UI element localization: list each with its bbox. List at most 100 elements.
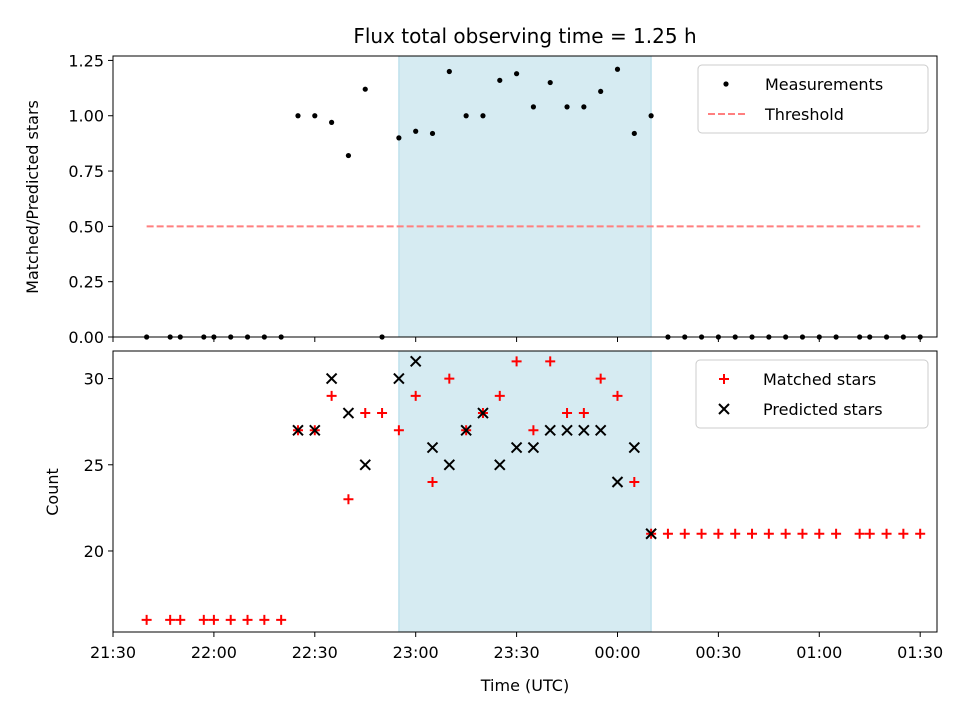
x-axis-label: Time (UTC) [480,676,569,695]
y-tick-label: 25 [84,456,104,475]
matched-star-point [854,528,865,539]
measurement-point [396,135,402,141]
predicted-star-point [393,372,405,385]
measurement-point [497,77,503,83]
matched-star-point [545,356,556,367]
predicted-star-point [561,424,573,437]
bottom-panel: 20 25 30 21:30 22:00 22:30 23:00 23:30 00:00 00:3… [84,350,943,662]
predicted-star-point [544,424,556,437]
y-tick-label: 0.25 [68,273,104,292]
matched-star-point [562,408,573,419]
matched-star-point [427,477,438,488]
predicted-star-point [409,355,422,368]
matched-star-point [360,408,371,419]
legend-label: Matched stars [763,370,876,389]
observing-window-shade [398,351,652,632]
matched-star-point [730,528,741,539]
matched-star-point [410,390,421,401]
matched-star-point [797,528,808,539]
matched-star-point [595,373,606,384]
predicted-star-point [460,424,472,437]
matched-star-point [831,528,842,539]
top-panel: 0.00 0.25 0.50 0.75 1.00 1.25 Measurements Thre… [68,51,938,347]
predicted-star-point [309,424,321,437]
matched-star-point [612,390,623,401]
matched-star-point [915,528,926,539]
matched-star-point [259,614,270,625]
predicted-star-point [628,441,641,454]
legend-marker-predicted [718,403,730,415]
predicted-star-point [510,441,523,454]
matched-star-point [898,528,909,539]
matched-star-point [208,614,219,625]
matched-star-point [763,528,774,539]
chart-title: Flux total observing time = 1.25 h [353,24,696,48]
y-tick-label: 30 [84,370,104,389]
legend-label: Predicted stars [763,400,883,419]
x-tick-label: 22:00 [191,643,237,662]
x-tick-label: 21:30 [90,643,136,662]
measurement-point [480,113,486,119]
x-tick-label: 01:30 [897,643,943,662]
matched-star-point [511,356,522,367]
x-tick-label: 00:30 [695,643,741,662]
matched-star-point [444,373,455,384]
matched-star-point [881,528,892,539]
matched-star-point [814,528,825,539]
measurement-point [295,113,301,119]
matched-star-point [713,528,724,539]
measurement-point [329,119,335,125]
matched-star-point [326,390,337,401]
predicted-star-point [494,459,506,471]
measurement-point [547,79,553,86]
predicted-star-point [645,528,657,540]
matched-star-point [662,528,673,539]
matched-star-point [578,408,589,419]
measurement-point [429,130,436,137]
legend-box [697,64,929,134]
predicted-star-point [342,407,355,419]
matched-star-point [175,614,186,625]
matched-star-point [377,408,388,419]
matched-star-point [141,614,152,625]
measurement-point [413,128,419,134]
measurement-point [513,71,520,77]
matched-star-point [747,528,758,539]
x-tick-label: 23:30 [494,643,540,662]
bottom-y-axis-label: Count [43,468,62,516]
measurement-point [345,152,352,159]
measurement-point [648,113,654,119]
matched-star-point [696,528,707,539]
measurement-point [446,68,452,75]
predicted-star-point [594,424,607,437]
legend-label: Measurements [765,75,883,94]
measurement-point [598,88,604,95]
measurement-point [530,104,537,110]
x-tick-label: 00:00 [594,643,640,662]
matched-star-point [393,425,404,436]
matched-star-point [198,614,209,625]
legend-label: Threshold [764,105,844,124]
y-tick-label: 20 [84,542,104,561]
predicted-star-point [477,407,489,419]
measurement-point [312,113,318,119]
predicted-star-point [443,459,456,471]
y-tick-label: 0.75 [68,162,104,181]
predicted-star-point [359,459,371,471]
predicted-star-point [527,441,540,454]
predicted-star-point [611,476,624,488]
measurement-point [463,113,469,119]
axes-frame [112,350,938,633]
y-tick-label: 1.25 [68,51,104,70]
matched-star-point [242,614,253,625]
measurement-point [581,104,587,110]
legend-marker-matched [719,374,729,384]
legend-box [695,359,929,429]
measurement-point [362,86,368,92]
y-tick-label: 0.00 [68,328,104,347]
observing-window-shade [398,56,652,337]
measurement-point [564,104,570,110]
matched-star-point [528,425,539,436]
measurement-point [631,130,637,137]
x-tick-label: 22:30 [292,643,338,662]
